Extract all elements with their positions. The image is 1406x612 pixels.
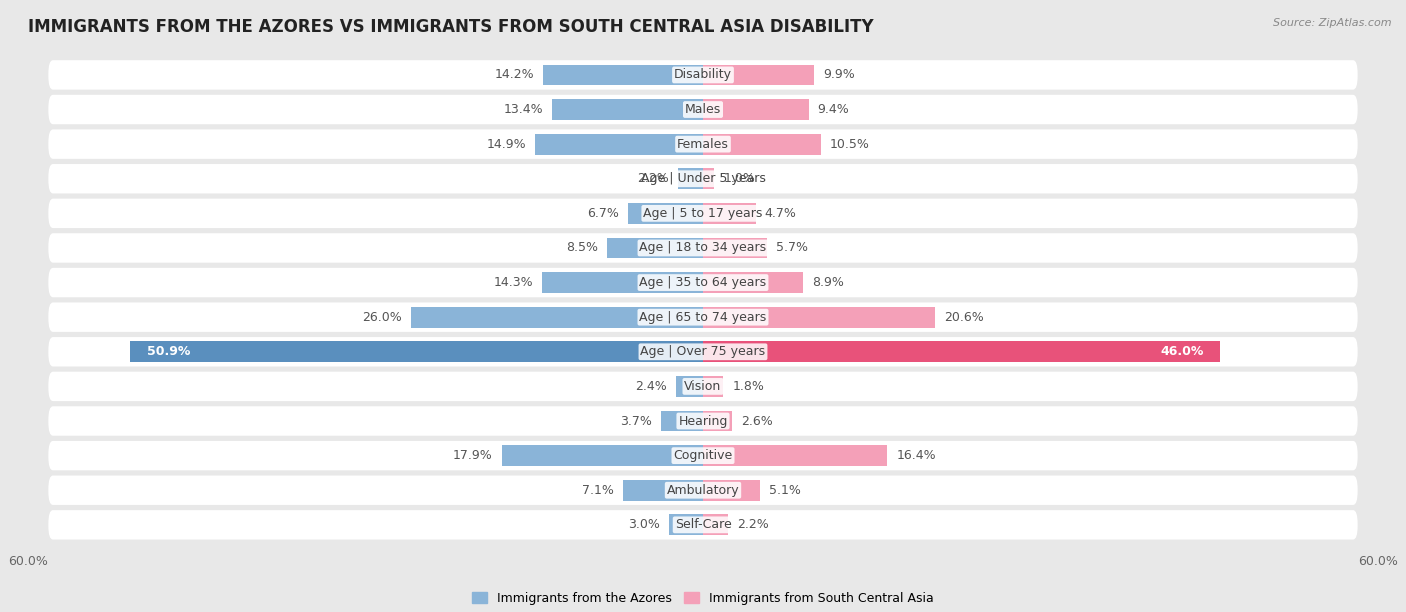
- Bar: [411, 307, 703, 327]
- Text: Ambulatory: Ambulatory: [666, 483, 740, 497]
- FancyBboxPatch shape: [48, 302, 1358, 332]
- FancyBboxPatch shape: [48, 510, 1358, 540]
- Text: Self-Care: Self-Care: [675, 518, 731, 531]
- FancyBboxPatch shape: [48, 60, 1358, 89]
- Bar: [703, 134, 821, 154]
- Text: 2.2%: 2.2%: [637, 172, 669, 185]
- Bar: [543, 64, 703, 85]
- Text: Hearing: Hearing: [678, 414, 728, 428]
- Text: 46.0%: 46.0%: [1160, 345, 1204, 358]
- Text: 8.9%: 8.9%: [813, 276, 844, 289]
- Legend: Immigrants from the Azores, Immigrants from South Central Asia: Immigrants from the Azores, Immigrants f…: [467, 587, 939, 610]
- Bar: [543, 272, 703, 293]
- FancyBboxPatch shape: [48, 476, 1358, 505]
- Text: 6.7%: 6.7%: [586, 207, 619, 220]
- Text: 9.4%: 9.4%: [818, 103, 849, 116]
- Bar: [703, 203, 756, 224]
- Bar: [676, 376, 703, 397]
- FancyBboxPatch shape: [48, 164, 1358, 193]
- Text: 4.7%: 4.7%: [765, 207, 797, 220]
- Text: Males: Males: [685, 103, 721, 116]
- Bar: [703, 446, 887, 466]
- Text: Age | 65 to 74 years: Age | 65 to 74 years: [640, 311, 766, 324]
- Text: Vision: Vision: [685, 380, 721, 393]
- Bar: [678, 168, 703, 189]
- Text: Age | Under 5 years: Age | Under 5 years: [641, 172, 765, 185]
- Bar: [703, 411, 733, 431]
- FancyBboxPatch shape: [48, 199, 1358, 228]
- Text: 14.2%: 14.2%: [495, 69, 534, 81]
- Bar: [703, 307, 935, 327]
- Text: Females: Females: [678, 138, 728, 151]
- Text: 3.0%: 3.0%: [628, 518, 661, 531]
- Text: 5.7%: 5.7%: [776, 242, 808, 255]
- Text: 2.6%: 2.6%: [741, 414, 773, 428]
- Text: 13.4%: 13.4%: [503, 103, 543, 116]
- Bar: [703, 272, 803, 293]
- Text: Age | 35 to 64 years: Age | 35 to 64 years: [640, 276, 766, 289]
- FancyBboxPatch shape: [48, 406, 1358, 436]
- FancyBboxPatch shape: [48, 371, 1358, 401]
- FancyBboxPatch shape: [48, 337, 1358, 367]
- Text: 50.9%: 50.9%: [148, 345, 191, 358]
- Bar: [131, 341, 703, 362]
- Text: 8.5%: 8.5%: [567, 242, 599, 255]
- Bar: [703, 99, 808, 120]
- Bar: [703, 168, 714, 189]
- Bar: [661, 411, 703, 431]
- Bar: [553, 99, 703, 120]
- Bar: [703, 480, 761, 501]
- Bar: [703, 515, 728, 536]
- Text: Source: ZipAtlas.com: Source: ZipAtlas.com: [1274, 18, 1392, 28]
- Text: 2.4%: 2.4%: [636, 380, 666, 393]
- Text: 1.8%: 1.8%: [733, 380, 763, 393]
- Bar: [669, 515, 703, 536]
- Bar: [536, 134, 703, 154]
- FancyBboxPatch shape: [48, 95, 1358, 124]
- Text: Age | 5 to 17 years: Age | 5 to 17 years: [644, 207, 762, 220]
- Text: 7.1%: 7.1%: [582, 483, 614, 497]
- Text: 14.3%: 14.3%: [494, 276, 533, 289]
- Text: 5.1%: 5.1%: [769, 483, 801, 497]
- Text: IMMIGRANTS FROM THE AZORES VS IMMIGRANTS FROM SOUTH CENTRAL ASIA DISABILITY: IMMIGRANTS FROM THE AZORES VS IMMIGRANTS…: [28, 18, 873, 36]
- Text: 26.0%: 26.0%: [361, 311, 402, 324]
- FancyBboxPatch shape: [48, 233, 1358, 263]
- Bar: [623, 480, 703, 501]
- FancyBboxPatch shape: [48, 129, 1358, 159]
- Bar: [607, 237, 703, 258]
- Bar: [703, 237, 768, 258]
- Text: Disability: Disability: [673, 69, 733, 81]
- Text: 14.9%: 14.9%: [486, 138, 526, 151]
- Bar: [703, 341, 1220, 362]
- Bar: [703, 64, 814, 85]
- Text: Cognitive: Cognitive: [673, 449, 733, 462]
- FancyBboxPatch shape: [48, 441, 1358, 471]
- Bar: [502, 446, 703, 466]
- Text: 16.4%: 16.4%: [897, 449, 936, 462]
- Text: 3.7%: 3.7%: [620, 414, 652, 428]
- Text: 17.9%: 17.9%: [453, 449, 492, 462]
- Text: Age | Over 75 years: Age | Over 75 years: [641, 345, 765, 358]
- Bar: [703, 376, 723, 397]
- FancyBboxPatch shape: [48, 268, 1358, 297]
- Bar: [627, 203, 703, 224]
- Text: 1.0%: 1.0%: [723, 172, 755, 185]
- Text: 20.6%: 20.6%: [943, 311, 983, 324]
- Text: Age | 18 to 34 years: Age | 18 to 34 years: [640, 242, 766, 255]
- Text: 2.2%: 2.2%: [737, 518, 769, 531]
- Text: 9.9%: 9.9%: [824, 69, 855, 81]
- Text: 10.5%: 10.5%: [830, 138, 870, 151]
